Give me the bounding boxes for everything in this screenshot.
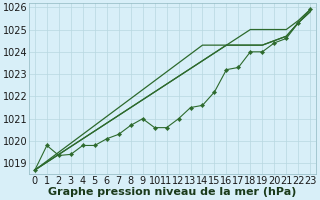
X-axis label: Graphe pression niveau de la mer (hPa): Graphe pression niveau de la mer (hPa) bbox=[48, 187, 297, 197]
